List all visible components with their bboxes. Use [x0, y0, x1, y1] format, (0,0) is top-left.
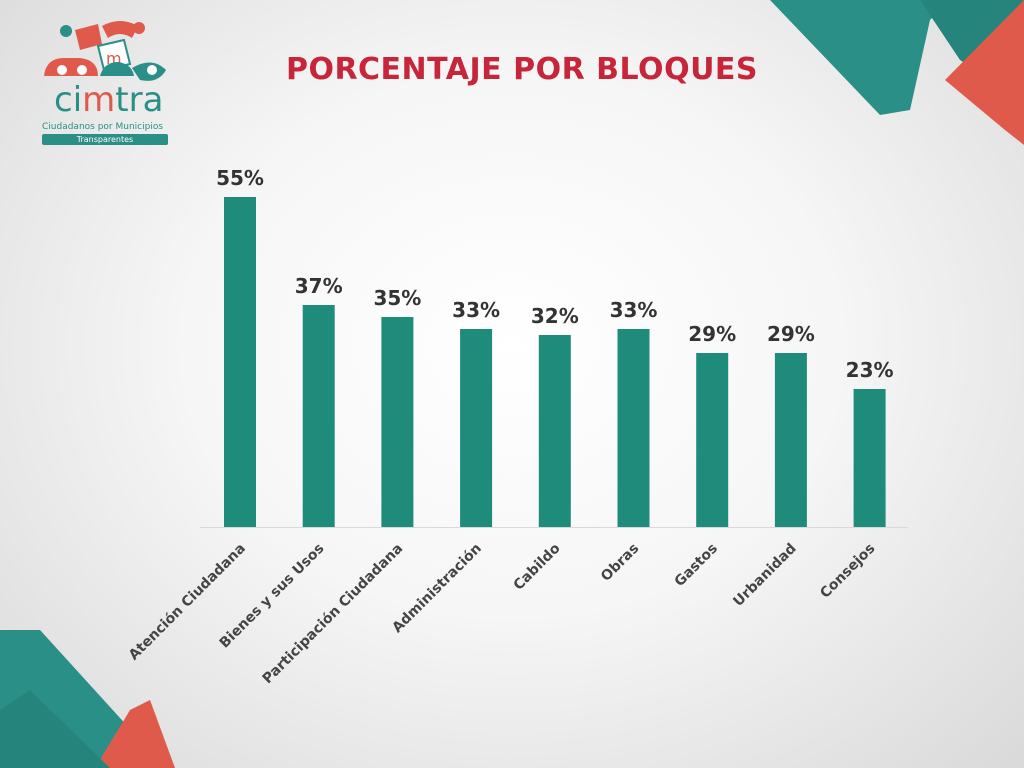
bar-0 [224, 197, 256, 527]
data-label-5: 33% [610, 298, 658, 322]
logo-wordmark-prefix: ci [54, 80, 83, 120]
data-label-8: 23% [846, 358, 894, 382]
data-label-0: 55% [216, 166, 264, 190]
bar-4 [538, 335, 571, 527]
x-tick-label-6: Gastos [672, 541, 721, 590]
bar-3 [460, 329, 493, 527]
bar-2 [381, 317, 414, 527]
logo-wordmark: cimtra [54, 82, 163, 118]
x-tick-label-2: Participación Ciudadana [260, 541, 407, 688]
logo-tagline-bar: Transparentes [42, 134, 168, 145]
logo-wordmark-suffix: tra [115, 80, 164, 120]
data-label-2: 35% [373, 286, 421, 310]
data-label-4: 32% [531, 304, 579, 328]
data-label-7: 29% [767, 322, 815, 346]
bar-5 [617, 329, 650, 527]
logo-tagline: Ciudadanos por Municipios [42, 122, 164, 132]
x-tick-label-8: Consejos [817, 541, 878, 602]
logo-graphic: m [44, 21, 166, 81]
bar-8 [853, 389, 886, 527]
cimtra-logo: m cimtra Ciudadanos por Municipios Trans… [40, 18, 172, 148]
bar-7 [774, 353, 807, 527]
x-tick-label-5: Obras [598, 541, 642, 585]
x-tick-label-3: Administración [389, 541, 485, 637]
x-tick-label-4: Cabildo [511, 540, 564, 593]
chart-title: PORCENTAJE POR BLOQUES [285, 52, 759, 87]
bar-1 [302, 305, 335, 527]
data-label-1: 37% [295, 274, 343, 298]
bar-6 [696, 353, 729, 527]
logo-tagline2: Transparentes [76, 135, 134, 144]
x-tick-label-7: Urbanidad [730, 541, 799, 610]
logo-wordmark-accent: m [82, 80, 116, 120]
data-label-3: 33% [452, 298, 500, 322]
data-label-6: 29% [688, 322, 736, 346]
